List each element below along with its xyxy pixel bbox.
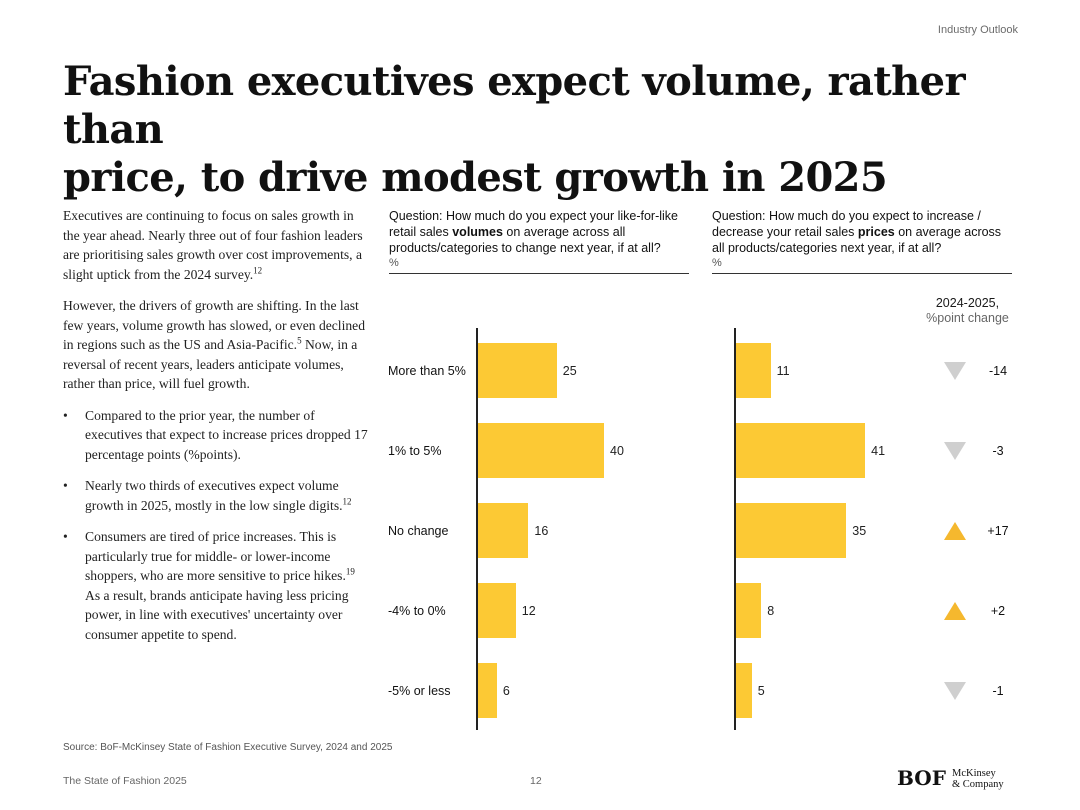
volumes-value-label: 40 xyxy=(610,443,624,458)
change-value-label: +2 xyxy=(990,603,1006,618)
prices-value-label: 41 xyxy=(871,443,886,458)
prices-value-label: 35 xyxy=(852,523,867,538)
triangle-down-icon xyxy=(944,441,966,460)
footnote-ref: 12 xyxy=(253,264,263,275)
volumes-bar xyxy=(478,423,604,478)
unit-label: % xyxy=(712,257,722,269)
mckinsey-logo-line-2: & Company xyxy=(952,779,1004,790)
paragraph-2-text-b: Now, in a reversal of recent years, lead… xyxy=(63,337,358,391)
prices-value-label: 11 xyxy=(776,363,790,378)
volumes-value-label: 16 xyxy=(534,523,549,538)
prices-bar xyxy=(736,583,762,638)
volumes-bar xyxy=(478,663,497,718)
change-header: 2024-2025, %point change xyxy=(905,296,1030,326)
question-prices-text-a: Question: How much do you expect to incr… xyxy=(712,209,981,239)
triangle-down-icon xyxy=(944,361,966,380)
bullet-2-text: Nearly two thirds of executives expect v… xyxy=(85,478,343,513)
bullet-item-1: Compared to the prior year, the number o… xyxy=(63,406,368,465)
question-prices-bold: prices xyxy=(857,225,895,239)
bullet-1-text: Compared to the prior year, the number o… xyxy=(85,407,368,462)
volumes-bar xyxy=(478,503,529,558)
footnote-ref: 12 xyxy=(342,495,352,506)
triangle-down-icon xyxy=(944,681,966,700)
section-label: Industry Outlook xyxy=(937,24,1018,36)
prices-axis xyxy=(734,328,736,730)
prices-bar xyxy=(736,423,866,478)
footnote-ref: 19 xyxy=(345,566,355,577)
footnote-ref: 5 xyxy=(297,335,302,346)
question-volumes-text-b: on average across all products/categorie… xyxy=(389,225,661,255)
change-header-title: 2024-2025, xyxy=(935,296,1000,310)
volumes-bar xyxy=(478,343,557,398)
triangle-up-icon xyxy=(944,521,966,540)
page-number: 12 xyxy=(530,775,542,787)
change-value-label: -3 xyxy=(992,443,1004,458)
question-prices: Question: How much do you expect to incr… xyxy=(712,208,1012,274)
volumes-axis xyxy=(476,328,478,730)
category-label: -4% to 0% xyxy=(388,603,446,618)
paragraph-2: However, the drivers of growth are shift… xyxy=(63,296,368,394)
question-volumes-bold: volumes xyxy=(452,225,503,239)
prices-bar xyxy=(736,503,847,558)
category-label: More than 5% xyxy=(388,363,466,378)
title-line-1: Fashion executives expect volume, rather… xyxy=(63,58,966,153)
change-header-subtitle: %point change xyxy=(926,311,1009,325)
prices-value-label: 5 xyxy=(757,683,765,698)
volumes-value-label: 25 xyxy=(562,363,577,378)
bullet-item-3: Consumers are tired of price increases. … xyxy=(63,527,368,644)
title-line-2: price, to drive modest growth in 2025 xyxy=(63,154,888,201)
change-value-label: +17 xyxy=(987,523,1009,538)
category-label: No change xyxy=(388,523,449,538)
question-prices-text-b: on average across all products/categorie… xyxy=(712,225,1002,255)
volumes-value-label: 12 xyxy=(521,603,536,618)
body-text: Executives are continuing to focus on sa… xyxy=(63,206,368,656)
bullet-list: Compared to the prior year, the number o… xyxy=(63,406,368,645)
triangle-up-icon xyxy=(944,601,966,620)
prices-bar xyxy=(736,343,771,398)
question-volumes: Question: How much do you expect your li… xyxy=(389,208,689,274)
publication-name: The State of Fashion 2025 xyxy=(63,775,187,787)
source-note: Source: BoF-McKinsey State of Fashion Ex… xyxy=(63,742,393,753)
page-title: Fashion executives expect volume, rather… xyxy=(63,58,1023,202)
paragraph-2-text-a: However, the drivers of growth are shift… xyxy=(63,298,365,352)
prices-bar xyxy=(736,663,752,718)
category-label: -5% or less xyxy=(388,683,451,698)
bullet-3-text-b: As a result, brands anticipate having le… xyxy=(85,587,349,642)
unit-label: % xyxy=(389,257,399,269)
change-value-label: -1 xyxy=(992,683,1004,698)
mckinsey-logo: McKinsey & Company xyxy=(952,768,1004,790)
prices-value-label: 8 xyxy=(767,603,775,618)
volumes-bar xyxy=(478,583,516,638)
paragraph-1-text: Executives are continuing to focus on sa… xyxy=(63,208,363,282)
change-value-label: -14 xyxy=(988,363,1008,378)
question-volumes-text-a: Question: How much do you expect your li… xyxy=(389,209,679,239)
bullet-item-2: Nearly two thirds of executives expect v… xyxy=(63,476,368,515)
volumes-value-label: 6 xyxy=(502,683,510,698)
paragraph-1: Executives are continuing to focus on sa… xyxy=(63,206,368,284)
category-label: 1% to 5% xyxy=(388,443,442,458)
bof-logo: BOF xyxy=(897,766,946,790)
mckinsey-logo-line-1: McKinsey xyxy=(952,768,996,779)
bullet-3-text-a: Consumers are tired of price increases. … xyxy=(85,529,346,583)
